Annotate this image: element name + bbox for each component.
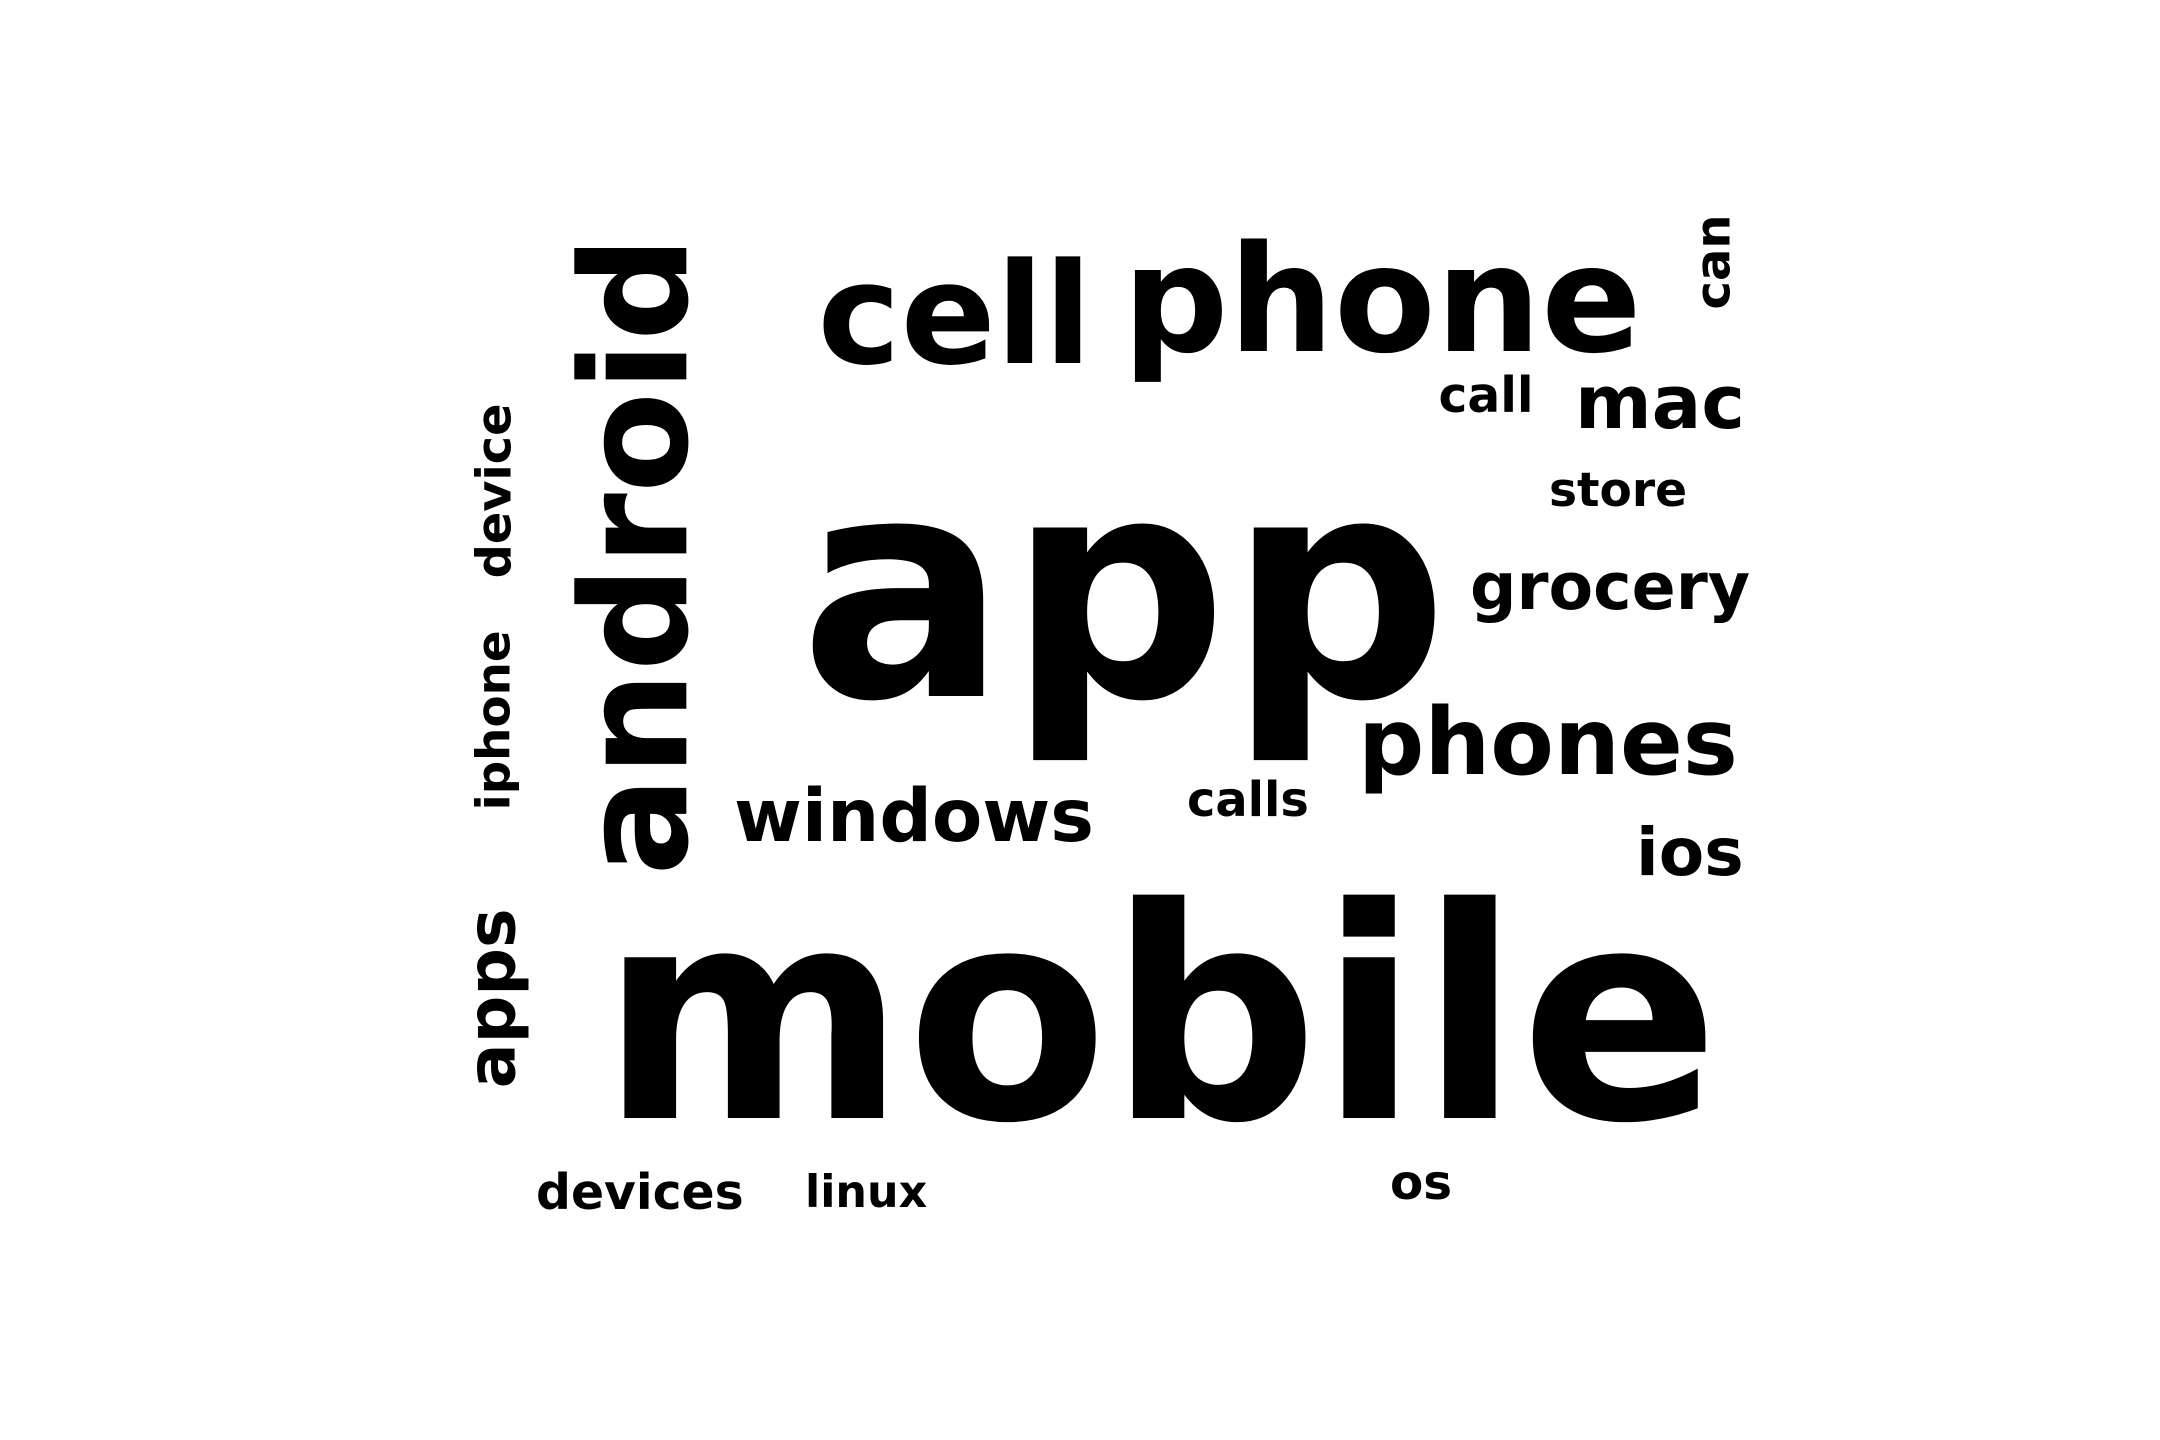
word-cell: cell [817, 234, 1093, 397]
word-apps: apps [452, 907, 531, 1088]
word-call: call [1438, 367, 1534, 424]
word-windows: windows [734, 773, 1094, 859]
word-phone: phone [1122, 213, 1642, 386]
word-iphone: iphone [467, 629, 522, 810]
word-device: device [467, 403, 523, 579]
word-devices: devices [536, 1163, 744, 1221]
word-mac: mac [1575, 361, 1745, 446]
word-linux: linux [805, 1167, 928, 1218]
word-ios: ios [1636, 814, 1744, 891]
word-os: os [1390, 1155, 1453, 1211]
word-app: app [799, 410, 1449, 769]
word-android: android [549, 235, 722, 876]
word-calls: calls [1187, 773, 1309, 828]
word-can: can [1684, 214, 1741, 310]
word-grocery: grocery [1470, 549, 1751, 625]
word-mobile: mobile [600, 846, 1720, 1188]
word-store: store [1549, 462, 1688, 518]
word-phones: phones [1358, 687, 1738, 796]
